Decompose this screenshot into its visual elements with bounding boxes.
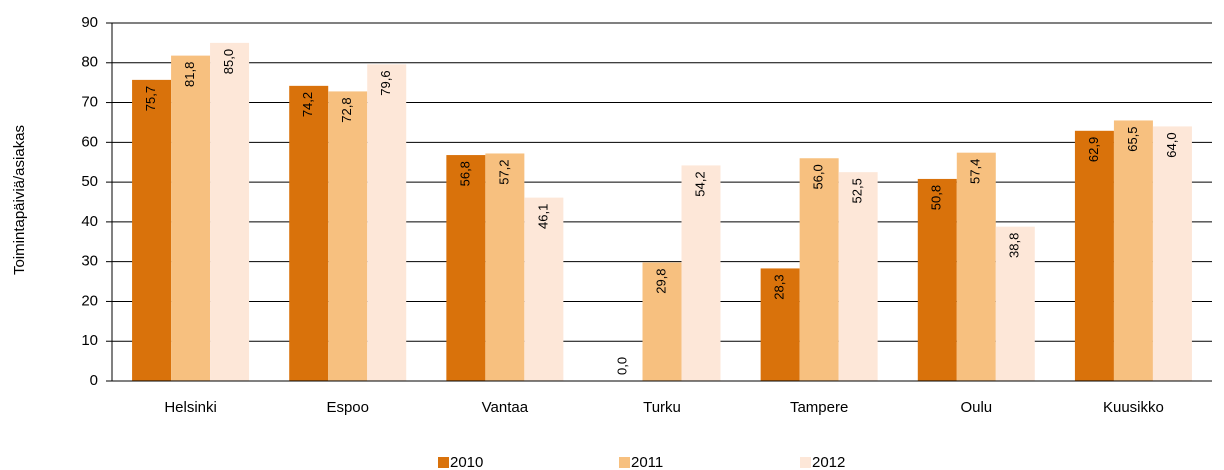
data-label: 57,4: [968, 159, 983, 184]
legend-swatch: [800, 457, 811, 468]
data-label: 85,0: [221, 49, 236, 74]
data-label: 38,8: [1007, 233, 1022, 258]
data-label: 52,5: [850, 178, 865, 203]
y-tick-label: 50: [81, 173, 98, 190]
bar: [642, 262, 682, 381]
data-label: 62,9: [1086, 137, 1101, 162]
data-label: 29,8: [653, 268, 668, 293]
data-label: 72,8: [339, 97, 354, 122]
bar: [289, 85, 329, 382]
x-tick-label: Turku: [643, 399, 681, 416]
bar: [760, 268, 800, 381]
x-tick-label: Vantaa: [482, 399, 529, 416]
bar: [681, 165, 721, 381]
bar: [1113, 120, 1153, 381]
y-tick-label: 80: [81, 54, 98, 71]
legend-label: 2010: [450, 454, 483, 470]
bar: [956, 152, 996, 381]
legend-label: 2011: [631, 454, 663, 470]
bar: [1074, 130, 1114, 381]
y-axis-label: Toimintapäiviä/asiakas: [11, 125, 28, 275]
bar: [799, 158, 839, 381]
data-label: 56,0: [811, 164, 826, 189]
bar: [485, 153, 525, 381]
legend-swatch: [619, 457, 630, 468]
data-label: 56,8: [457, 161, 472, 186]
bar: [328, 91, 368, 381]
data-label: 79,6: [378, 70, 393, 95]
bar: [446, 155, 486, 381]
y-tick-label: 10: [81, 332, 98, 349]
y-tick-label: 40: [81, 213, 98, 230]
y-tick-label: 30: [81, 253, 98, 270]
data-label: 28,3: [772, 274, 787, 299]
data-label: 50,8: [929, 185, 944, 210]
data-label: 81,8: [182, 62, 197, 87]
bar: [210, 42, 250, 382]
y-tick-label: 70: [81, 94, 98, 111]
data-label: 75,7: [143, 86, 158, 111]
x-tick-label: Helsinki: [164, 399, 217, 416]
bar: [917, 178, 957, 381]
y-tick-label: 90: [81, 14, 98, 31]
bar: [524, 197, 564, 381]
legend-swatch: [438, 457, 449, 468]
data-label: 0,0: [614, 357, 629, 375]
bar: [367, 64, 407, 381]
y-tick-label: 0: [90, 372, 98, 389]
bar: [1152, 126, 1192, 381]
x-tick-label: Espoo: [326, 399, 369, 416]
x-tick-label: Tampere: [790, 399, 848, 416]
data-label: 74,2: [300, 92, 315, 117]
x-tick-label: Oulu: [960, 399, 992, 416]
bar: [132, 79, 172, 381]
data-label: 46,1: [535, 204, 550, 229]
legend-label: 2012: [812, 454, 845, 470]
data-label: 57,2: [496, 159, 511, 184]
x-tick-label: Kuusikko: [1103, 399, 1164, 416]
bar: [171, 55, 211, 382]
y-tick-label: 20: [81, 292, 98, 309]
bar: [995, 226, 1035, 381]
bar: [838, 172, 878, 381]
data-label: 64,0: [1164, 132, 1179, 157]
y-tick-label: 60: [81, 133, 98, 150]
data-label: 54,2: [692, 171, 707, 196]
data-label: 65,5: [1125, 126, 1140, 151]
